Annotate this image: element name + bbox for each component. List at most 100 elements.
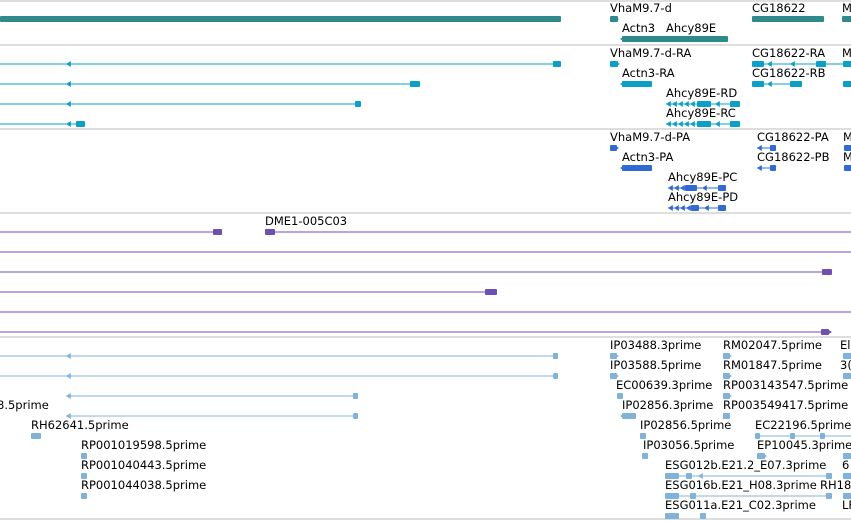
strand-arrow[interactable] [827,329,832,335]
exon-block[interactable] [665,513,679,519]
strand-arrow[interactable] [680,185,685,191]
strand-arrow[interactable] [757,145,762,151]
strand-arrow[interactable] [668,205,673,211]
strand-arrow[interactable] [690,121,695,127]
strand-arrow[interactable] [678,101,683,107]
exon-block[interactable] [485,289,497,295]
exon-block[interactable] [622,413,636,419]
strand-arrow[interactable] [66,393,71,399]
exon-block[interactable] [697,121,711,127]
exon-block[interactable] [843,373,851,379]
strand-arrow[interactable] [620,81,625,87]
strand-arrow[interactable] [666,121,671,127]
exon-block[interactable] [265,229,275,235]
strand-arrow[interactable] [698,473,703,479]
strand-arrow[interactable] [680,205,685,211]
exon-block[interactable] [553,353,558,359]
gene-block[interactable] [666,36,728,42]
strand-arrow[interactable] [66,373,71,379]
strand-arrow[interactable] [66,353,71,359]
exon-block[interactable] [730,101,740,107]
strand-arrow[interactable] [66,61,71,67]
strand-arrow[interactable] [614,145,619,151]
gene-block[interactable] [610,16,618,22]
strand-arrow[interactable] [620,36,625,42]
strand-arrow[interactable] [684,121,689,127]
exon-block[interactable] [213,229,222,235]
exon-block[interactable] [690,493,696,499]
exon-block[interactable] [755,433,760,439]
exon-block[interactable] [353,413,358,419]
exon-block[interactable] [843,453,851,459]
strand-arrow[interactable] [672,101,677,107]
strand-arrow[interactable] [715,121,720,127]
exon-block[interactable] [697,101,711,107]
exon-block[interactable] [723,413,730,419]
exon-block[interactable] [820,433,825,439]
exon-block[interactable] [790,433,795,439]
exon-block[interactable] [685,185,697,191]
strand-arrow[interactable] [668,185,673,191]
strand-arrow[interactable] [614,353,619,359]
strand-arrow[interactable] [790,61,795,67]
strand-arrow[interactable] [620,165,625,171]
gene-block[interactable] [0,16,561,22]
exon-block[interactable] [81,473,87,479]
exon-block[interactable] [617,393,623,399]
exon-block[interactable] [843,493,851,499]
strand-arrow[interactable] [767,81,772,87]
strand-arrow[interactable] [620,413,625,419]
exon-block[interactable] [843,81,851,87]
strand-arrow[interactable] [672,121,677,127]
exon-block[interactable] [826,493,832,499]
exon-block[interactable] [553,61,561,67]
exon-block[interactable] [691,205,699,211]
strand-arrow[interactable] [762,453,767,459]
strand-arrow[interactable] [66,81,71,87]
strand-arrow[interactable] [615,61,620,67]
strand-arrow[interactable] [715,101,720,107]
exon-block[interactable] [642,453,648,459]
exon-block[interactable] [718,205,726,211]
strand-arrow[interactable] [702,185,707,191]
exon-block[interactable] [770,165,776,171]
strand-arrow[interactable] [686,205,691,211]
exon-block[interactable] [700,513,706,519]
gene-block[interactable] [752,16,824,22]
exon-block[interactable] [410,81,420,87]
strand-arrow[interactable] [727,393,732,399]
exon-block[interactable] [752,81,764,87]
gene-block[interactable] [622,36,668,42]
exon-block[interactable] [81,453,87,459]
exon-block[interactable] [553,373,558,379]
exon-block[interactable] [355,101,361,107]
exon-block[interactable] [821,329,829,335]
strand-arrow[interactable] [704,205,709,211]
exon-block[interactable] [826,473,832,479]
exon-block[interactable] [843,353,851,359]
strand-arrow[interactable] [66,413,71,419]
strand-arrow[interactable] [664,36,669,42]
exon-block[interactable] [843,61,851,67]
exon-block[interactable] [844,145,851,151]
exon-block[interactable] [770,145,776,151]
exon-block[interactable] [816,61,826,67]
strand-arrow[interactable] [666,101,671,107]
strand-arrow[interactable] [678,121,683,127]
strand-arrow[interactable] [674,185,679,191]
exon-block[interactable] [844,165,851,171]
strand-arrow[interactable] [757,165,762,171]
strand-arrow[interactable] [66,121,71,127]
exon-block[interactable] [718,185,726,191]
exon-block[interactable] [622,81,652,87]
exon-block[interactable] [353,393,358,399]
exon-block[interactable] [622,165,652,171]
exon-block[interactable] [665,473,679,479]
exon-block[interactable] [665,493,679,499]
strand-arrow[interactable] [690,101,695,107]
exon-block[interactable] [686,473,692,479]
strand-arrow[interactable] [727,373,732,379]
exon-block[interactable] [76,121,85,127]
exon-block[interactable] [790,81,802,87]
